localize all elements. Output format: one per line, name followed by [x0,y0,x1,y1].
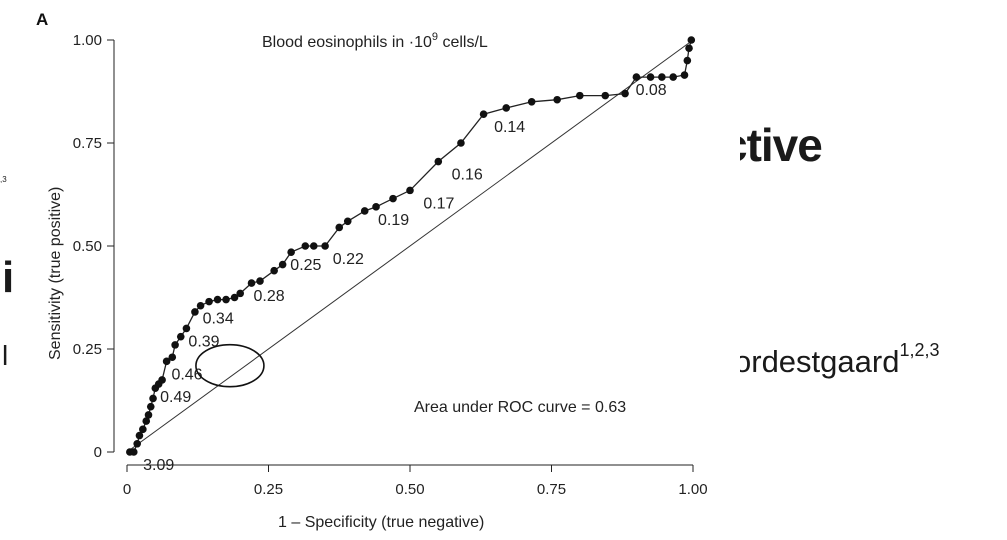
roc-point [335,223,344,232]
roc-point [601,91,610,100]
axes: 0 0.25 0.50 0.75 1.00 0 0.25 0.50 0.75 1.00 [73,32,708,498]
roc-point [683,56,692,65]
y-tick-label: 1.00 [73,32,102,49]
roc-point [372,203,380,211]
roc-point [527,98,536,106]
x-tick-label: 1.00 [678,481,707,498]
reference-line [126,39,694,453]
roc-point [389,194,397,203]
threshold-label: 0.46 [171,366,202,383]
y-axis-label: Sensitivity (true positive) [47,187,64,360]
threshold-label: 3.09 [143,457,174,474]
x-tick-label: 0.50 [395,481,424,498]
roc-point [479,110,488,118]
threshold-label: 0.22 [333,251,364,268]
threshold-label: 0.14 [494,119,525,136]
roc-point [680,71,689,79]
roc-point [146,402,155,411]
threshold-label: 0.08 [636,82,667,99]
roc-point [278,260,287,269]
roc-point [182,324,191,333]
panel-label: A [36,10,48,29]
roc-point [162,357,171,366]
roc-figure-panel: A Blood eosinophils in ·109 cells/L 0 0.2… [14,0,740,540]
author-name-fragment: ordestgaard [734,344,900,379]
x-tick-label: 0.25 [254,481,283,498]
roc-point [196,301,205,310]
roc-point [133,439,141,448]
roc-point [256,277,264,285]
threshold-label: 0.49 [160,389,191,406]
roc-point [360,207,369,215]
roc-point [632,73,641,81]
roc-point [687,36,696,44]
y-tick-label: 0.75 [73,135,102,152]
chart-title: Blood eosinophils in ·109 cells/L [262,31,488,51]
roc-point [205,297,213,306]
roc-point [176,332,185,341]
roc-point [658,73,666,81]
roc-point [502,104,511,112]
roc-point [576,91,584,100]
roc-point [553,95,561,104]
roc-point [406,186,414,195]
y-tick-label: 0.50 [73,238,102,255]
x-tick-label: 0.75 [537,481,566,498]
roc-point [171,341,179,349]
threshold-label: 0.25 [290,257,321,274]
roc-point [247,279,256,287]
roc-point [191,308,199,316]
roc-point [646,73,655,81]
roc-point [321,242,329,250]
highlight-ellipse [195,343,265,388]
roc-point [309,242,318,250]
background-author-fragment: ordestgaard1,2,3 [734,340,940,380]
x-tick-label: 0 [123,481,131,498]
roc-point [343,217,352,226]
threshold-label: 0.16 [452,167,483,184]
threshold-label: 0.19 [378,212,409,229]
roc-chart: A Blood eosinophils in ·109 cells/L 0 0.2… [36,10,708,531]
roc-point [144,411,153,419]
y-tick-label: 0 [94,444,102,461]
background-left-fragment-1: i [2,253,15,302]
roc-point [149,394,157,403]
roc-point [301,242,310,250]
roc-point [669,73,677,81]
y-tick-label: 0.25 [73,341,102,358]
roc-point [236,289,244,298]
roc-point [158,376,166,384]
roc-point [621,89,629,98]
threshold-label: 0.34 [203,311,234,328]
x-axis-label: 1 – Specificity (true negative) [278,514,484,531]
threshold-label: 0.39 [188,333,219,350]
chart-title-main: Blood eosinophils in ·10 [262,34,432,51]
background-left-fragment-2: l [2,340,9,371]
background-left-sup: ,3 [0,175,7,184]
roc-point [230,293,239,302]
roc-point [129,448,138,456]
roc-point [168,353,177,362]
threshold-labels: 3.09 0.49 0.46 0.39 0.34 0.28 0.25 0.22 0.19 0.17… [143,82,667,474]
threshold-label: 0.28 [254,288,285,305]
roc-point [142,417,151,425]
roc-point [139,425,147,434]
roc-point [222,295,230,304]
author-affiliation-sup: 1,2,3 [899,340,940,360]
roc-point [434,157,443,166]
chart-title-suffix: cells/L [438,34,488,51]
roc-point [135,431,144,440]
roc-point [457,139,465,147]
chart-title-sup: 9 [432,31,438,43]
threshold-label: 0.17 [423,195,454,212]
roc-point [213,295,222,304]
reference-diagonal [126,39,694,453]
auc-label: Area under ROC curve = 0.63 [414,399,626,416]
roc-points [126,36,696,456]
roc-point [270,266,278,275]
roc-point [685,44,693,53]
roc-point [287,248,295,256]
